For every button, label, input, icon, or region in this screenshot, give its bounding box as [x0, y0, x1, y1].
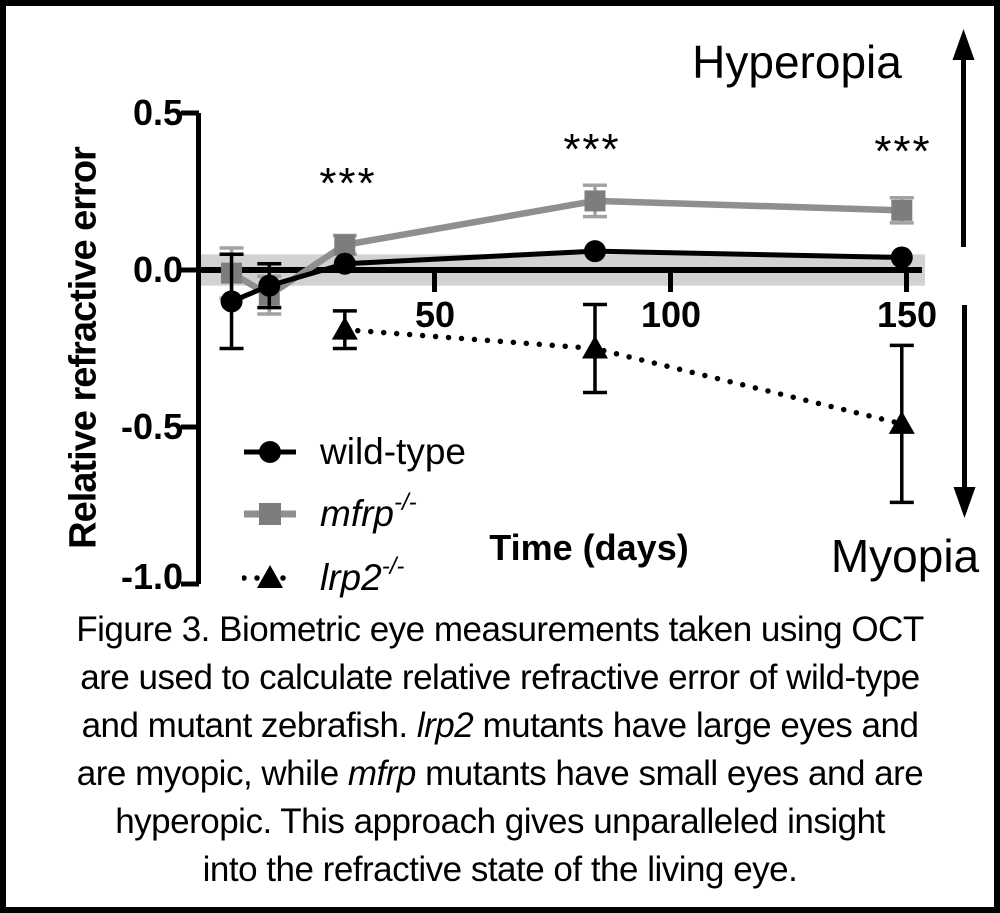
significance-mark-150d: *** — [874, 127, 932, 176]
y-tick-label-1: 0.0 — [132, 249, 183, 290]
significance-mark-85d: *** — [563, 125, 621, 174]
mfrp-marker-icon — [244, 503, 296, 525]
caption-line-6: into the refractive state of the living … — [202, 850, 798, 889]
y-tick-label-0: 0.5 — [132, 92, 183, 133]
y-tick-label-3: -1.0 — [120, 556, 183, 597]
series-wild-type — [219, 240, 913, 351]
legend-label-mfrp: mfrp-/- — [320, 489, 417, 534]
legend-item-mfrp: mfrp-/- — [242, 489, 417, 536]
x-tick-label-100: 100 — [640, 294, 702, 335]
caption-line-2: are used to calculate relative refractiv… — [80, 658, 920, 697]
myopia-arrow-icon — [953, 305, 976, 518]
caption-line-3: and mutant zebrafish. lrp2 mutants have … — [81, 706, 919, 745]
x-axis-title: Time (days) — [489, 527, 689, 568]
caption-line-5: hyperopic. This approach gives unparalle… — [115, 802, 885, 841]
wild-type-marker-icon — [244, 441, 296, 463]
caption-line-1: Figure 3. Biometric eye measurements tak… — [76, 610, 924, 649]
hyperopia-arrow-icon — [952, 29, 975, 247]
y-axis-title: Relative refractive error — [62, 147, 105, 549]
legend-item-wild-type: wild-type — [242, 430, 466, 474]
caption-line-4: are myopic, while mfrp mutants have smal… — [76, 754, 924, 793]
significance-mark-30d: *** — [319, 159, 377, 208]
chart-plot — [181, 29, 976, 587]
hyperopia-label: Hyperopia — [692, 36, 902, 88]
x-tick-label-50: 50 — [414, 294, 456, 335]
legend-label-lrp2: lrp2-/- — [320, 553, 405, 598]
x-tick-label-150: 150 — [876, 294, 938, 335]
figure-caption: Figure 3. Biometric eye measurements tak… — [0, 606, 1000, 894]
y-tick-label-2: -0.5 — [120, 406, 183, 447]
lrp2-marker-icon — [242, 565, 298, 588]
myopia-label: Myopia — [830, 530, 980, 582]
series-lrp2- — [331, 302, 915, 505]
legend-label-wild-type: wild-type — [320, 431, 466, 472]
legend-item-lrp2: lrp2-/- — [242, 553, 405, 600]
